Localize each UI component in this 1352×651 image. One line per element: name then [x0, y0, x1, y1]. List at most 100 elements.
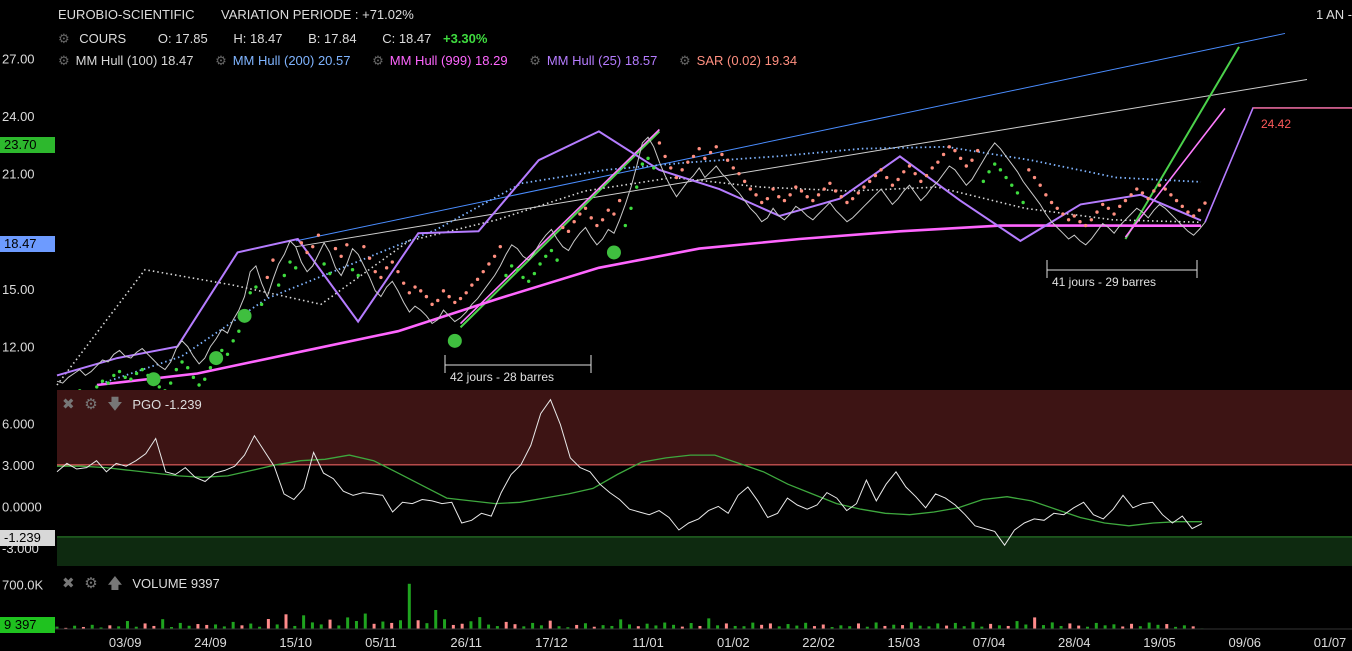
volume-bar	[742, 626, 746, 629]
sar-dot	[293, 266, 298, 270]
volume-bar	[566, 627, 570, 629]
sar-dot	[1027, 168, 1031, 172]
arrow-up-icon[interactable]: 🡅	[107, 575, 123, 592]
gear-icon[interactable]: ⚙	[372, 53, 384, 68]
volume-bar	[804, 622, 808, 629]
volume-bar	[205, 624, 209, 629]
volume-bar	[1156, 624, 1160, 629]
sar-dot	[1157, 183, 1162, 187]
sar-dot	[1197, 208, 1202, 212]
volume-bar	[654, 625, 658, 629]
volume-bar	[363, 613, 367, 629]
legend-item-hull25[interactable]: ⚙ MM Hull (25) 18.57	[529, 53, 657, 68]
legend-item-sar[interactable]: ⚙ SAR (0.02) 19.34	[679, 53, 797, 68]
sar-dot	[1044, 193, 1048, 197]
sar-dot	[390, 260, 395, 264]
sar-dot	[527, 279, 531, 283]
sar-dot	[1203, 201, 1207, 205]
sar-dot	[566, 229, 571, 234]
volume-bar	[848, 626, 852, 629]
volume-bar	[539, 625, 543, 629]
sar-dot	[691, 154, 696, 159]
target-price-label: 24.42	[1261, 117, 1292, 131]
legend-item-hull200[interactable]: ⚙ MM Hull (200) 20.57	[215, 53, 350, 68]
sar-dot	[436, 298, 440, 303]
legend-item-hull100[interactable]: ⚙ MM Hull (100) 18.47	[58, 53, 193, 68]
sar-dot	[714, 145, 718, 149]
x-tick-label: 15/03	[888, 635, 921, 650]
legend-item-hull999[interactable]: ⚙ MM Hull (999) 18.29	[372, 53, 507, 68]
period-selector[interactable]: 1 AN -	[1316, 7, 1352, 22]
gear-icon[interactable]: ⚙	[679, 53, 691, 68]
volume-bar	[901, 625, 905, 629]
sar-dot	[1112, 212, 1116, 216]
gear-icon[interactable]: ⚙	[58, 53, 70, 68]
sar-dot	[407, 291, 412, 295]
volume-bar	[531, 622, 535, 629]
sar-dot	[367, 256, 372, 260]
sar-dot	[919, 179, 923, 184]
last-price-tag: 18.47	[0, 236, 55, 252]
sar-dot	[271, 258, 275, 262]
volume-bar	[1174, 626, 1178, 629]
volume-bar	[117, 626, 121, 629]
sar-dot	[384, 266, 389, 270]
volume-bar	[592, 626, 596, 629]
volume-bar	[716, 625, 720, 629]
volume-bar	[945, 625, 949, 629]
gear-icon[interactable]: ⚙	[215, 53, 227, 68]
sar-dot	[777, 195, 781, 199]
sar-dot	[282, 273, 287, 278]
volume-bar	[733, 625, 737, 629]
close-icon[interactable]: ✖	[62, 396, 75, 413]
price-y-tick: 21.00	[2, 167, 35, 182]
price-y-tick: 15.00	[2, 282, 35, 297]
volume-bar	[962, 626, 966, 629]
sar-dot	[1083, 223, 1088, 228]
gear-icon[interactable]: ⚙	[84, 396, 98, 413]
pgo-y-tick: 0.0000	[2, 499, 42, 514]
price-line	[56, 136, 1206, 384]
x-tick-label: 22/02	[802, 635, 835, 650]
sar-dot	[987, 170, 991, 174]
close-icon[interactable]: ✖	[62, 575, 75, 592]
arrow-down-icon[interactable]: 🡇	[107, 396, 123, 413]
sar-dot	[504, 273, 508, 278]
volume-bar	[1103, 625, 1107, 629]
sar-dot	[737, 171, 741, 176]
volume-bar	[760, 624, 764, 629]
ohlc-row: ⚙ COURS O: 17.85 H: 18.47 B: 17.84 C: 18…	[58, 31, 487, 47]
x-tick-label: 15/10	[279, 635, 312, 650]
sar-dot	[856, 191, 861, 195]
sar-dot	[1066, 218, 1071, 222]
volume-bar	[1138, 626, 1142, 629]
sar-dot	[117, 369, 122, 374]
volume-bar	[1068, 623, 1072, 629]
gear-icon[interactable]: ⚙	[84, 575, 98, 592]
volume-bar	[1094, 622, 1098, 629]
signal-marker	[447, 333, 462, 348]
sar-dot	[225, 352, 230, 356]
volume-bar	[1050, 622, 1054, 629]
sar-dot	[1135, 187, 1139, 191]
volume-bar	[337, 625, 341, 629]
high-value: H: 18.47	[233, 31, 283, 46]
volume-bar	[249, 623, 253, 629]
price-y-tick: 24.00	[2, 109, 35, 124]
volume-bar	[1112, 624, 1116, 629]
sar-dot	[549, 248, 554, 253]
volume-bar	[812, 626, 816, 629]
gear-icon[interactable]: ⚙	[58, 31, 70, 46]
projection-green-2	[1124, 46, 1240, 240]
x-tick-label: 01/07	[1314, 635, 1347, 650]
sar-dot	[913, 171, 917, 176]
volume-bar	[1033, 617, 1037, 629]
open-value: O: 17.85	[157, 31, 208, 46]
sar-dot	[1055, 206, 1059, 210]
sar-dot	[975, 148, 980, 153]
gear-icon[interactable]: ⚙	[529, 53, 541, 68]
sar-dot	[447, 294, 451, 299]
sar-dot	[811, 198, 815, 203]
sar-dot	[1061, 212, 1065, 216]
